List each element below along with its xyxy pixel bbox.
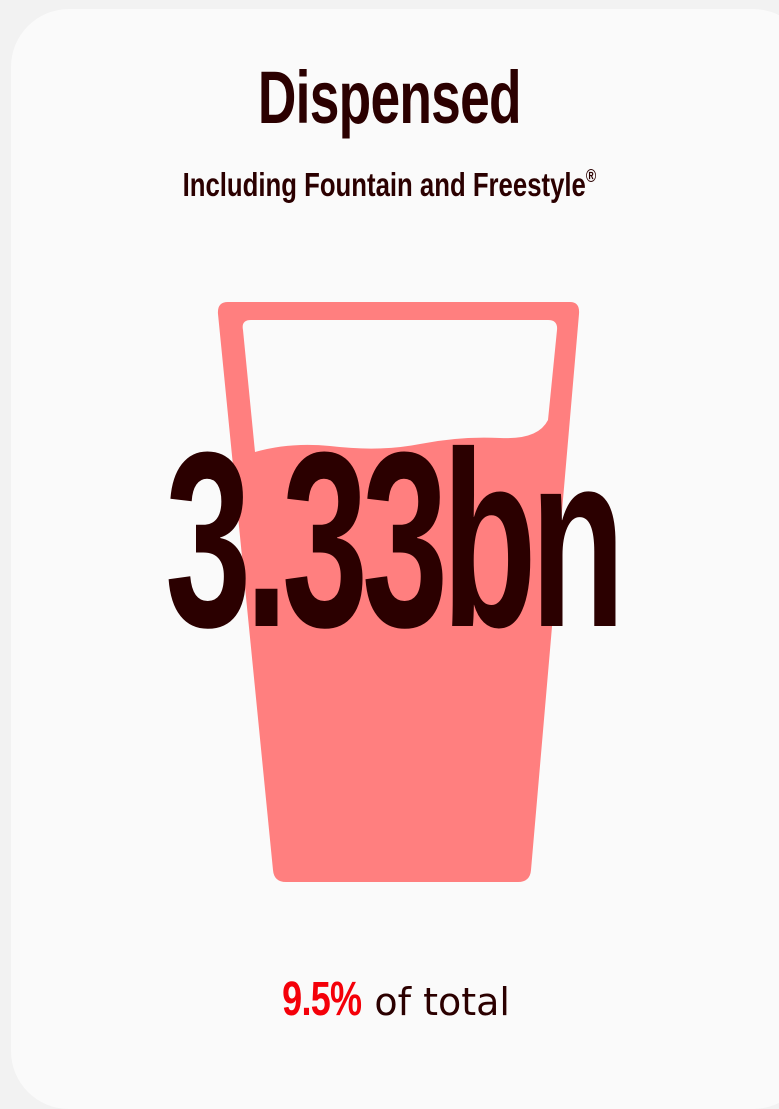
drinking-glass-icon bbox=[217, 302, 580, 882]
share-percent: 9.5% bbox=[282, 973, 362, 1026]
card-title: Dispensed bbox=[257, 56, 522, 139]
share-label: of total bbox=[374, 980, 510, 1024]
share-line: 9.5% of total bbox=[0, 972, 779, 1030]
card-subtitle: Including Fountain and Freestyle® bbox=[86, 156, 694, 205]
registered-mark: ® bbox=[585, 166, 597, 186]
subtitle-text: Including Fountain and Freestyle bbox=[182, 166, 586, 203]
dispensed-value: 3.33bn bbox=[165, 400, 625, 679]
